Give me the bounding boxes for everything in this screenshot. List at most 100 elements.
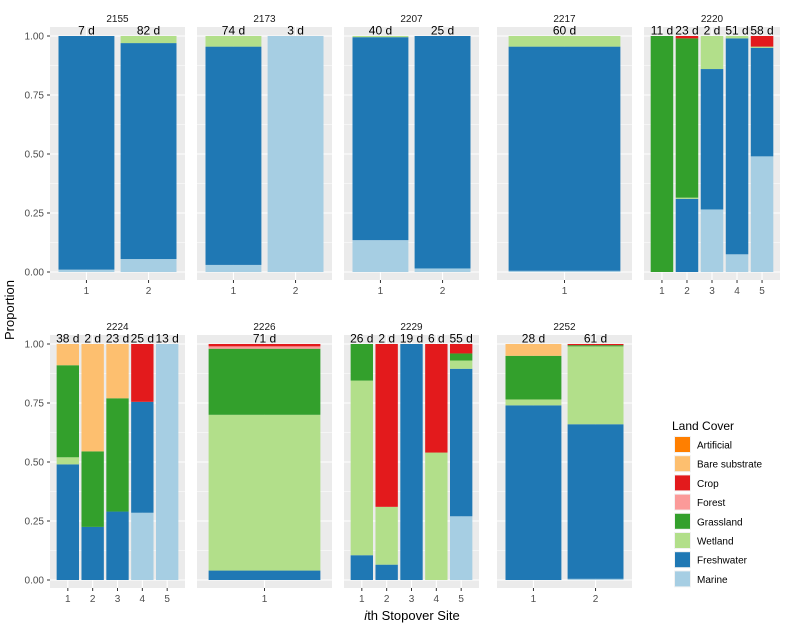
bar-segment-crop xyxy=(750,36,774,47)
duration-label: 23 d xyxy=(106,332,129,346)
y-tick-label: 0.00 xyxy=(25,576,45,587)
legend-label: Freshwater xyxy=(697,556,748,567)
bar-segment-grassland xyxy=(650,36,674,272)
y-tick-label: 1.00 xyxy=(25,340,45,351)
legend-label: Forest xyxy=(697,498,726,509)
bar-segment-grassland xyxy=(350,344,373,381)
duration-label: 6 d xyxy=(428,332,445,346)
x-tick-label: 2 xyxy=(146,286,152,297)
bar-segment-wetland xyxy=(508,36,621,47)
duration-label: 40 d xyxy=(369,24,392,38)
panel-strip xyxy=(197,318,332,335)
y-tick-label: 0.75 xyxy=(25,91,45,102)
x-tick-label: 3 xyxy=(409,594,415,605)
duration-label: 71 d xyxy=(253,332,276,346)
x-tick-label: 2 xyxy=(384,594,390,605)
duration-label: 28 d xyxy=(522,332,545,346)
bar-segment-grassland xyxy=(81,451,104,527)
legend-item-artificial: Artificial xyxy=(674,436,732,453)
duration-label: 82 d xyxy=(137,24,160,38)
panel-strip xyxy=(644,10,780,27)
bar-segment-marine xyxy=(567,578,624,580)
bar-segment-grassland xyxy=(106,398,129,512)
bar-segment-grassland xyxy=(450,353,473,361)
bar-segment-freshwater xyxy=(725,38,749,255)
bar-segment-freshwater xyxy=(350,555,373,580)
bar-segment-freshwater xyxy=(750,47,774,157)
bar-segment-marine xyxy=(700,209,724,272)
legend-swatch xyxy=(675,437,690,452)
panel-strip xyxy=(344,318,479,335)
bar-segment-marine xyxy=(750,156,774,272)
bar-segment-freshwater xyxy=(58,36,115,270)
panel-2224: 2224 38 d 1 2 d 2 23 d 3 25 d 4 13 d 5 0.00 0.25 0.50… xyxy=(25,318,185,605)
x-tick-label: 1 xyxy=(562,286,568,297)
panel-strip xyxy=(197,10,332,27)
bar-segment-grassland xyxy=(567,345,624,347)
x-tick-label: 4 xyxy=(140,594,146,605)
panel-title: 2220 xyxy=(701,14,724,25)
bar-segment-bare-substrate xyxy=(56,344,79,366)
bar-segment-freshwater xyxy=(352,37,409,241)
panel-strip xyxy=(50,10,185,27)
duration-label: 3 d xyxy=(287,24,304,38)
x-tick-label: 1 xyxy=(378,286,384,297)
panel-title: 2173 xyxy=(253,14,276,25)
duration-label: 19 d xyxy=(400,332,423,346)
bar-segment-crop xyxy=(675,36,699,39)
legend-swatch xyxy=(675,533,690,548)
bar-segment-freshwater xyxy=(375,564,398,580)
bar-segment-marine xyxy=(414,268,471,272)
panel-2207: 2207 40 d 1 25 d 2 xyxy=(344,10,479,297)
bar-segment-marine xyxy=(508,270,621,272)
bar-segment-wetland xyxy=(350,380,373,556)
x-tick-label: 2 xyxy=(684,286,690,297)
x-tick-label: 2 xyxy=(90,594,96,605)
panel-title: 2207 xyxy=(400,14,423,25)
x-tick-label: 1 xyxy=(231,286,237,297)
legend: Land Cover Artificial Bare substrate Crop F… xyxy=(672,419,762,588)
bar-segment-wetland xyxy=(120,36,177,44)
y-tick-label: 0.25 xyxy=(25,517,45,528)
panel-strip xyxy=(344,10,479,27)
x-tick-label: 1 xyxy=(359,594,365,605)
bar-segment-wetland xyxy=(375,506,398,565)
bar-segment-marine xyxy=(120,259,177,272)
x-tick-label: 1 xyxy=(531,594,537,605)
x-tick-label: 2 xyxy=(593,594,599,605)
x-axis-label-italic: i xyxy=(364,608,368,623)
duration-label: 23 d xyxy=(675,24,698,38)
bar-segment-freshwater xyxy=(508,46,621,271)
legend-item-wetland: Wetland xyxy=(674,532,734,549)
bar-segment-wetland xyxy=(425,452,448,580)
bar-segment-marine xyxy=(450,516,473,580)
bar-segment-marine xyxy=(131,512,154,580)
duration-label: 51 d xyxy=(725,24,748,38)
duration-label: 25 d xyxy=(431,24,454,38)
bar-segment-wetland xyxy=(675,197,699,199)
panel-title: 2155 xyxy=(106,14,129,25)
bar-segment-crop xyxy=(375,344,398,507)
legend-item-crop: Crop xyxy=(674,474,719,492)
duration-label: 11 d xyxy=(651,24,673,38)
duration-label: 38 d xyxy=(56,332,79,346)
bar-segment-forest xyxy=(208,346,321,349)
duration-label: 13 d xyxy=(156,332,179,346)
legend-label: Marine xyxy=(697,575,728,586)
bar-segment-freshwater xyxy=(81,526,104,580)
legend-label: Bare substrate xyxy=(697,460,762,471)
legend-item-forest: Forest xyxy=(674,493,726,511)
y-tick-label: 0.00 xyxy=(25,268,45,279)
x-axis-label: ith Stopover Site xyxy=(364,608,459,623)
panel-title: 2252 xyxy=(553,322,576,333)
panel-2229: 2229 26 d 1 2 d 2 19 d 3 6 d 4 55 d 5 xyxy=(344,318,479,605)
duration-label: 26 d xyxy=(350,332,373,346)
bar-segment-freshwater xyxy=(120,43,177,260)
panel-title: 2217 xyxy=(553,14,576,25)
bar-segment-freshwater xyxy=(205,46,262,265)
y-tick-label: 0.50 xyxy=(25,458,45,469)
legend-item-freshwater: Freshwater xyxy=(674,551,748,569)
